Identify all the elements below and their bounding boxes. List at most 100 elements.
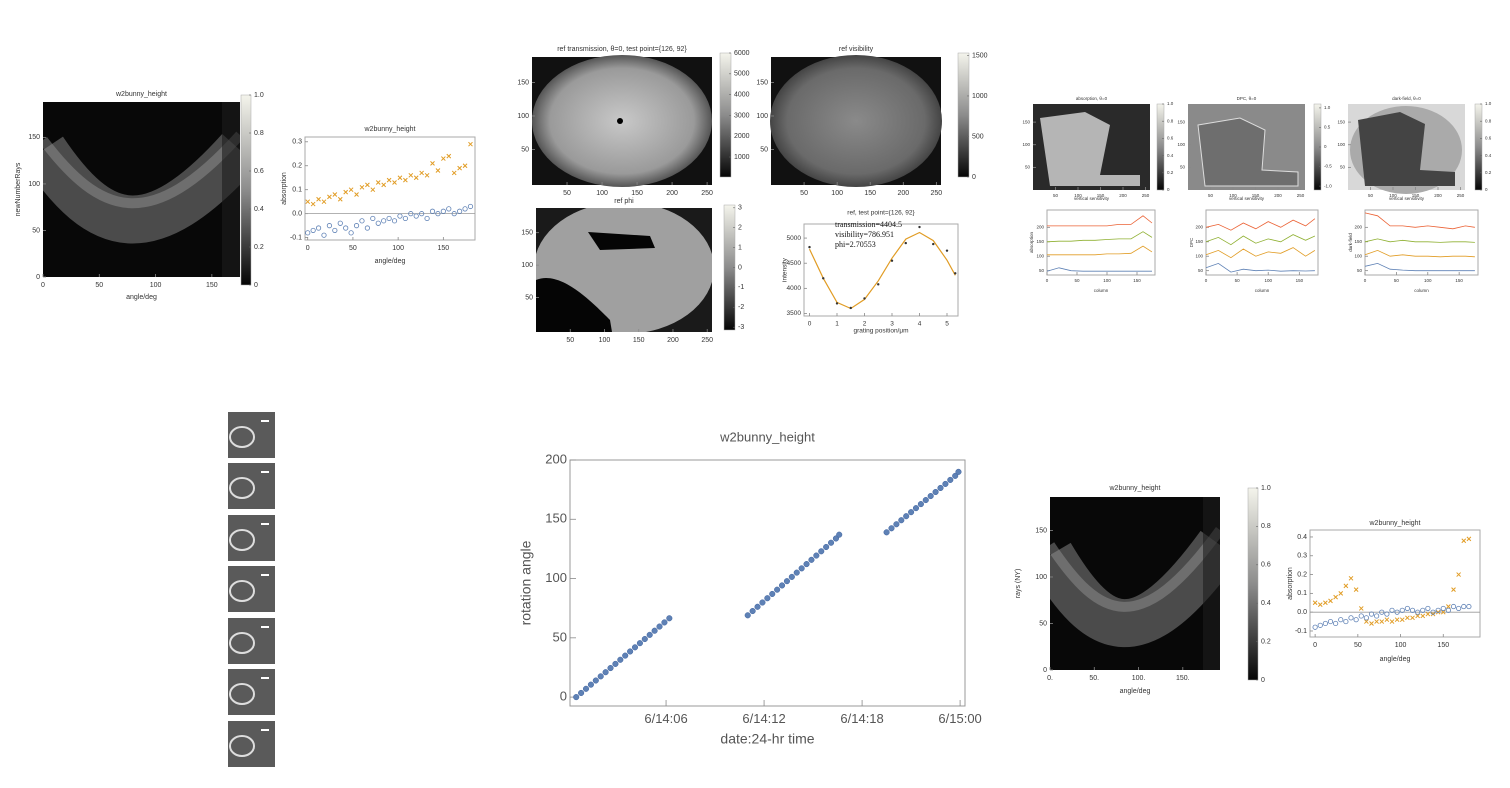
cross-point — [1317, 602, 1323, 608]
dot-point — [877, 283, 880, 286]
colorbar-tick-label: 0 — [738, 264, 742, 271]
colorbar-tick-label: -3 — [738, 324, 744, 331]
annotation: transmission=4404.5 — [835, 220, 902, 229]
x-tick-label: 250 — [1297, 193, 1305, 198]
x-tick-label: 50 — [800, 190, 808, 197]
x-tick-label: 50 — [95, 282, 103, 289]
y-tick-label: 0.2 — [292, 163, 302, 170]
colorbar-tick-label: 0 — [1324, 144, 1327, 149]
circle-point — [370, 215, 376, 222]
cross-point — [359, 184, 365, 190]
x-tick-label: 100 — [1229, 193, 1237, 198]
x-tick-label: 50 — [563, 190, 571, 197]
dot-point — [937, 484, 944, 492]
circle-point — [359, 218, 365, 224]
dot-point — [578, 689, 585, 697]
dot-point — [641, 635, 648, 643]
chart-title: w2bunny_height — [719, 429, 815, 444]
thumbnail — [228, 412, 275, 458]
x-axis-label: vertical sensitivity — [1389, 196, 1425, 201]
y-tick-label: 100 — [521, 262, 533, 269]
y-tick-label: 100 — [756, 113, 768, 120]
colorbar-tick-label: 0.6 — [1485, 136, 1492, 141]
dot-point — [798, 565, 805, 572]
cross-point — [1338, 591, 1344, 596]
x-axis-label: grating position/μm — [853, 328, 908, 335]
chart-title: ref, test point={126, 92} — [847, 210, 915, 217]
circle-point — [1353, 617, 1359, 623]
dot-point — [808, 245, 811, 249]
x-axis-label: vertical sensitivity — [1229, 196, 1265, 201]
colorbar-tick-label: 2000 — [734, 133, 750, 140]
chart-panel: ref, test point={126, 92} grating positio… — [782, 210, 959, 335]
colorbar — [1156, 103, 1165, 191]
colorbar-tick-label: 0.8 — [1485, 118, 1492, 123]
colorbar-tick-label: 0 — [972, 174, 976, 181]
cross-point — [343, 189, 349, 195]
cross-point — [408, 172, 414, 178]
y-tick-label: 50 — [553, 629, 567, 644]
colorbar-tick-label: 0.2 — [1167, 170, 1174, 175]
y-tick-label: 0.1 — [1297, 590, 1307, 597]
thumbnail — [228, 669, 275, 715]
circle-point — [1425, 605, 1431, 612]
y-tick-label: 150 — [521, 230, 533, 237]
circle-point — [1430, 609, 1436, 615]
x-tick-label: 50 — [1053, 193, 1059, 198]
chart-panel: w2bunny_height angle/deg absorption 0 50 100 1… — [1287, 520, 1481, 663]
circle-point — [419, 211, 425, 217]
y-tick-label: 0 — [560, 689, 567, 704]
x-tick-label: 2 — [863, 321, 867, 328]
dot-point — [883, 529, 890, 536]
y-tick-label: 0.1 — [292, 187, 302, 194]
x-tick-label: 150 — [633, 337, 645, 344]
circle-point — [402, 215, 408, 222]
cross-point — [440, 156, 446, 161]
x-tick-label: 4 — [918, 321, 922, 328]
colorbar-tick-label: -0.5 — [1324, 164, 1332, 169]
cross-point — [1384, 617, 1390, 623]
y-axis-label: intensity — [782, 257, 789, 282]
circle-point — [1456, 605, 1462, 612]
plot-frame — [1364, 209, 1479, 276]
circle-point — [1394, 609, 1400, 615]
cross-point — [1440, 609, 1446, 615]
circle-point — [1466, 603, 1472, 610]
cross-point — [457, 165, 462, 171]
circle-point — [435, 211, 441, 217]
y-tick-label: 50 — [1180, 165, 1186, 170]
circle-point — [386, 215, 392, 222]
plot-frame — [1309, 529, 1481, 638]
y-tick-label: -0.1 — [290, 234, 302, 241]
dot-point — [903, 513, 910, 520]
dot-point — [818, 548, 825, 555]
circle-point — [1338, 617, 1344, 623]
chart-title: DPC, θ=0 — [1237, 96, 1257, 101]
y-tick-label: 100 — [1337, 142, 1345, 147]
x-tick-label: 200 — [1119, 193, 1127, 198]
dot-point — [607, 665, 614, 672]
chart-panel: w2bunny_height angle/deg rays (NY) 0. 50. 100… — [1015, 485, 1271, 695]
x-tick-label: 200 — [667, 337, 679, 344]
chart-title: w2bunny_height — [364, 126, 416, 133]
y-tick-label: 150 — [28, 134, 40, 141]
x-tick-label: 50 — [1368, 193, 1374, 198]
dot-point — [612, 660, 619, 667]
y-tick-label: 200 — [1036, 225, 1044, 230]
dot-point — [888, 525, 895, 532]
y-tick-label: 0.4 — [1297, 534, 1307, 541]
series-line — [1364, 238, 1475, 243]
x-tick-label: 150. — [1176, 675, 1190, 682]
dot-point — [631, 644, 639, 651]
circle-point — [1420, 607, 1426, 613]
colorbar-tick-label: 0.5 — [1324, 125, 1331, 130]
dot-point — [835, 302, 839, 305]
y-tick-label: 100 — [517, 113, 529, 120]
colorbar-tick-label: 0.2 — [254, 244, 264, 251]
x-tick-label: 100 — [1103, 278, 1111, 283]
chart-title: w2bunny_height — [115, 91, 167, 98]
x-tick-label: 0 — [1205, 278, 1208, 283]
circle-point — [1415, 609, 1421, 615]
circle-point — [1461, 603, 1467, 610]
